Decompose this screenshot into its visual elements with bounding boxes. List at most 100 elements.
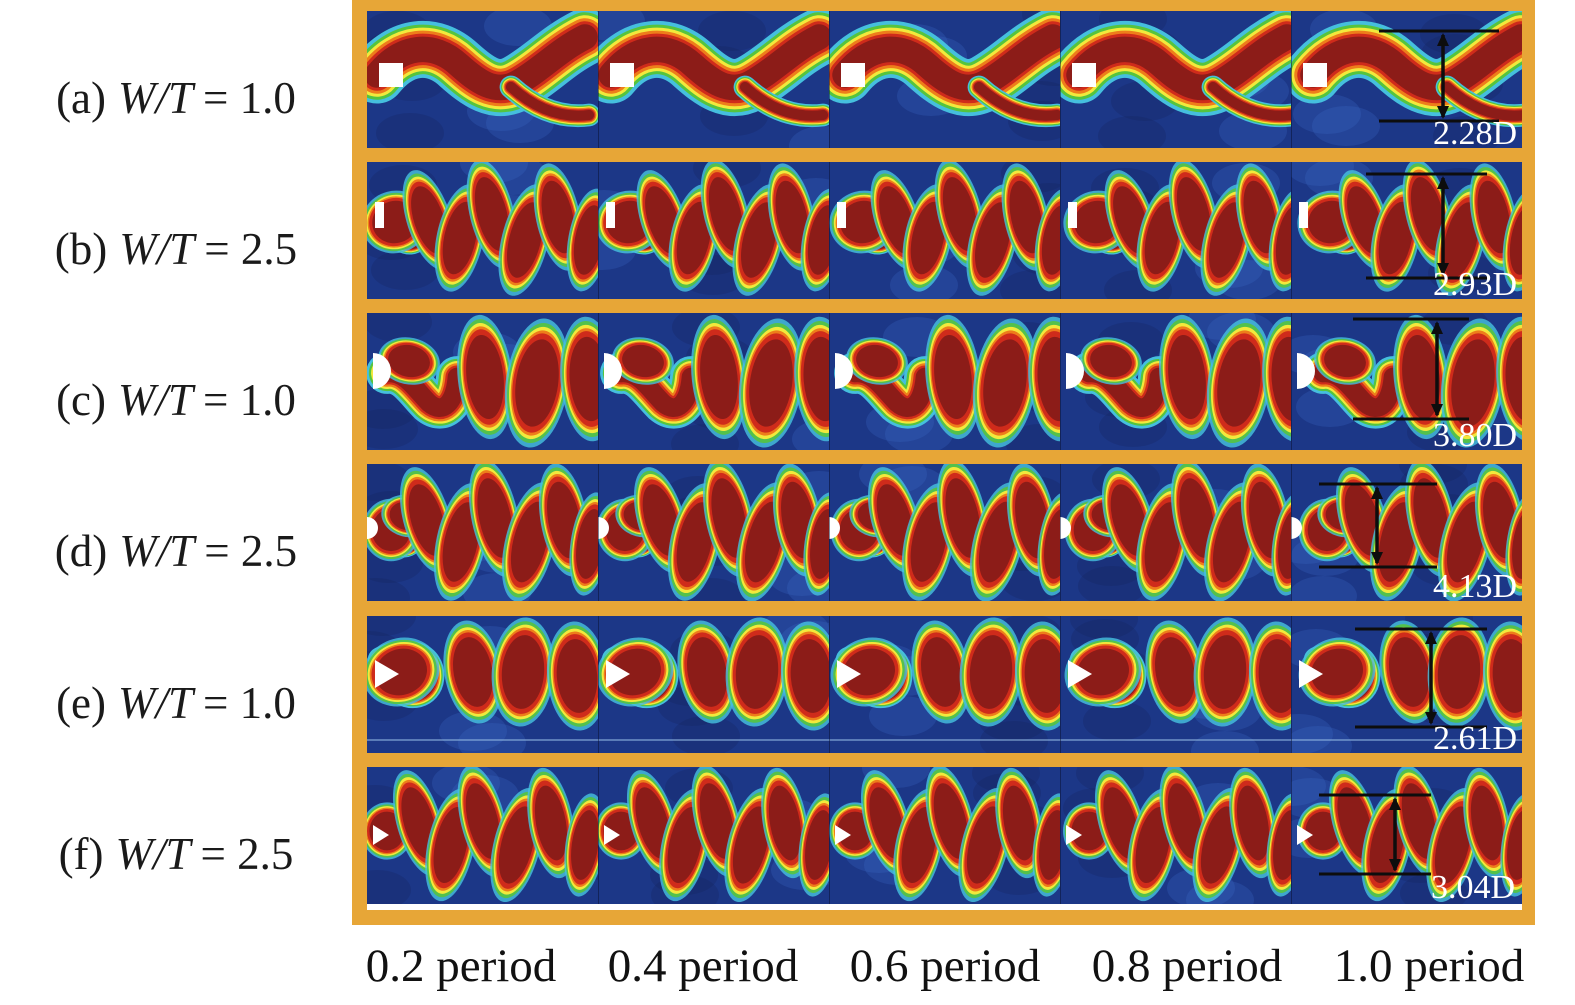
vortex-blob: [876, 484, 914, 556]
obstacle-thin-rectangular-plate: [375, 202, 384, 228]
vortex-blob: [474, 177, 510, 251]
vortex-group: [1064, 617, 1291, 731]
panel-c-col5: 3.80D: [1291, 313, 1522, 450]
time-label-4: 0.8 period: [1091, 940, 1283, 992]
row-label-e-prefix: (e): [56, 677, 107, 728]
obstacle-triangular-prism: [1068, 660, 1092, 688]
vortex-blob: [1507, 810, 1522, 880]
panel-row-b: 2.93D: [367, 162, 1522, 299]
vortex-group: [830, 617, 1060, 731]
arrowhead-up-icon: [1371, 486, 1383, 499]
vortex-ribbon: [367, 24, 598, 101]
vortex-blob: [667, 806, 703, 884]
background-texture: [371, 250, 439, 290]
vortex-blob: [1135, 806, 1171, 884]
vortex-blob: [1076, 648, 1130, 696]
vortex-blob: [901, 806, 937, 884]
vortex-blob: [775, 180, 809, 254]
vortex-ribbon: [1300, 24, 1522, 101]
panel-b-col4: [1060, 162, 1291, 299]
vortex-blob: [1337, 787, 1373, 859]
row-label-b-variable: W/T: [119, 223, 195, 274]
obstacle-triangular-prism: [1299, 660, 1323, 688]
vortex-group: [829, 11, 1060, 128]
vortex-blob: [515, 339, 559, 427]
arrowhead-down-icon: [1437, 263, 1449, 276]
vortex-blob: [1167, 783, 1203, 859]
row-label-d-rel_value: = 2.5: [204, 525, 298, 576]
vortex-blob: [676, 502, 714, 582]
panel-row-f: 3.04D: [367, 767, 1522, 904]
vortex-group: [1064, 464, 1291, 601]
vortex-group: [829, 767, 1060, 903]
vortex-blob: [1236, 785, 1270, 861]
panel-e-col1: [367, 616, 598, 753]
time-label-2: 0.4 period: [607, 940, 799, 992]
vortex-group: [598, 767, 829, 903]
vortex-blob: [510, 501, 550, 583]
vortex-blob: [501, 635, 545, 709]
vortex-blob: [942, 177, 978, 251]
time-axis-caption: 0.2 period 0.4 period 0.6 period 0.8 period…: [340, 932, 1550, 1000]
time-label-3: 0.6 period: [849, 940, 1041, 992]
vortex-blob: [571, 810, 598, 880]
vortex-group: [600, 314, 829, 448]
panel-row-d: 4.13D: [367, 464, 1522, 601]
vortex-blob: [1212, 501, 1252, 583]
panel-f-col5: 3.04D: [1291, 767, 1522, 904]
vortex-blob: [608, 648, 662, 696]
vortex-blob: [534, 785, 568, 861]
panel-row-a: 2.28D: [367, 11, 1522, 148]
row-label-c-prefix: (c): [56, 374, 107, 425]
vortex-group: [367, 314, 598, 448]
vortex-blob: [1477, 180, 1511, 254]
vortex-blob: [1037, 336, 1060, 422]
panel-a-col3: [829, 11, 1060, 148]
row-label-c: (c) W/T = 1.0: [0, 368, 352, 432]
vortex-blob: [711, 478, 747, 558]
panel-b-col5: 2.93D: [1291, 162, 1522, 299]
obstacle-square-cylinder: [610, 63, 634, 87]
vortex-group: [598, 464, 829, 601]
vortex-blob: [1378, 502, 1416, 582]
obstacle-triangular-prism: [375, 660, 399, 688]
vortex-blob: [842, 648, 896, 696]
vortex-group: [598, 617, 829, 731]
obstacle-small-triangular-prism: [835, 825, 851, 845]
panel-e-col3: [829, 616, 1060, 753]
background-texture: [1191, 731, 1259, 753]
obstacle-small-triangular-prism: [604, 825, 620, 845]
panel-a-col2: [598, 11, 829, 148]
obstacle-small-triangular-prism: [1066, 825, 1082, 845]
vortex-group: [830, 464, 1060, 601]
vortex-blob: [573, 205, 598, 275]
figure-frame: 2.28D 2.93D 3.80D 4.13D 2.61D 3.04D: [352, 0, 1535, 925]
obstacle-thin-rectangular-plate: [606, 202, 615, 228]
obstacle-d-section-semicircle: [1297, 353, 1315, 389]
background-texture: [367, 313, 432, 342]
panel-c-col4: [1060, 313, 1291, 450]
obstacle-thin-rectangular-plate: [1299, 202, 1308, 228]
vortex-blob: [807, 205, 829, 275]
background-texture: [698, 11, 766, 51]
vortex-blob: [408, 484, 446, 556]
vortex-blob: [1168, 334, 1206, 420]
background-texture: [367, 464, 411, 501]
panel-f-col2: [598, 767, 829, 904]
obstacle-d-section-semicircle: [1066, 353, 1084, 389]
vortex-group: [1068, 314, 1291, 448]
vortex-blob: [1179, 478, 1215, 558]
vortex-blob: [1144, 502, 1182, 582]
vortex-blob: [732, 806, 770, 884]
row-label-b-prefix: (b): [54, 223, 108, 274]
vortex-blob: [790, 639, 829, 713]
panel-c-col2: [598, 313, 829, 450]
vortex-group: [367, 767, 598, 903]
background-texture: [367, 409, 418, 449]
panel-d-col2: [598, 464, 829, 601]
background-texture: [1291, 767, 1326, 806]
vortex-blob: [1446, 501, 1486, 583]
vortex-blob: [374, 648, 428, 696]
vortex-blob: [749, 339, 793, 427]
vortex-blob: [856, 344, 898, 378]
